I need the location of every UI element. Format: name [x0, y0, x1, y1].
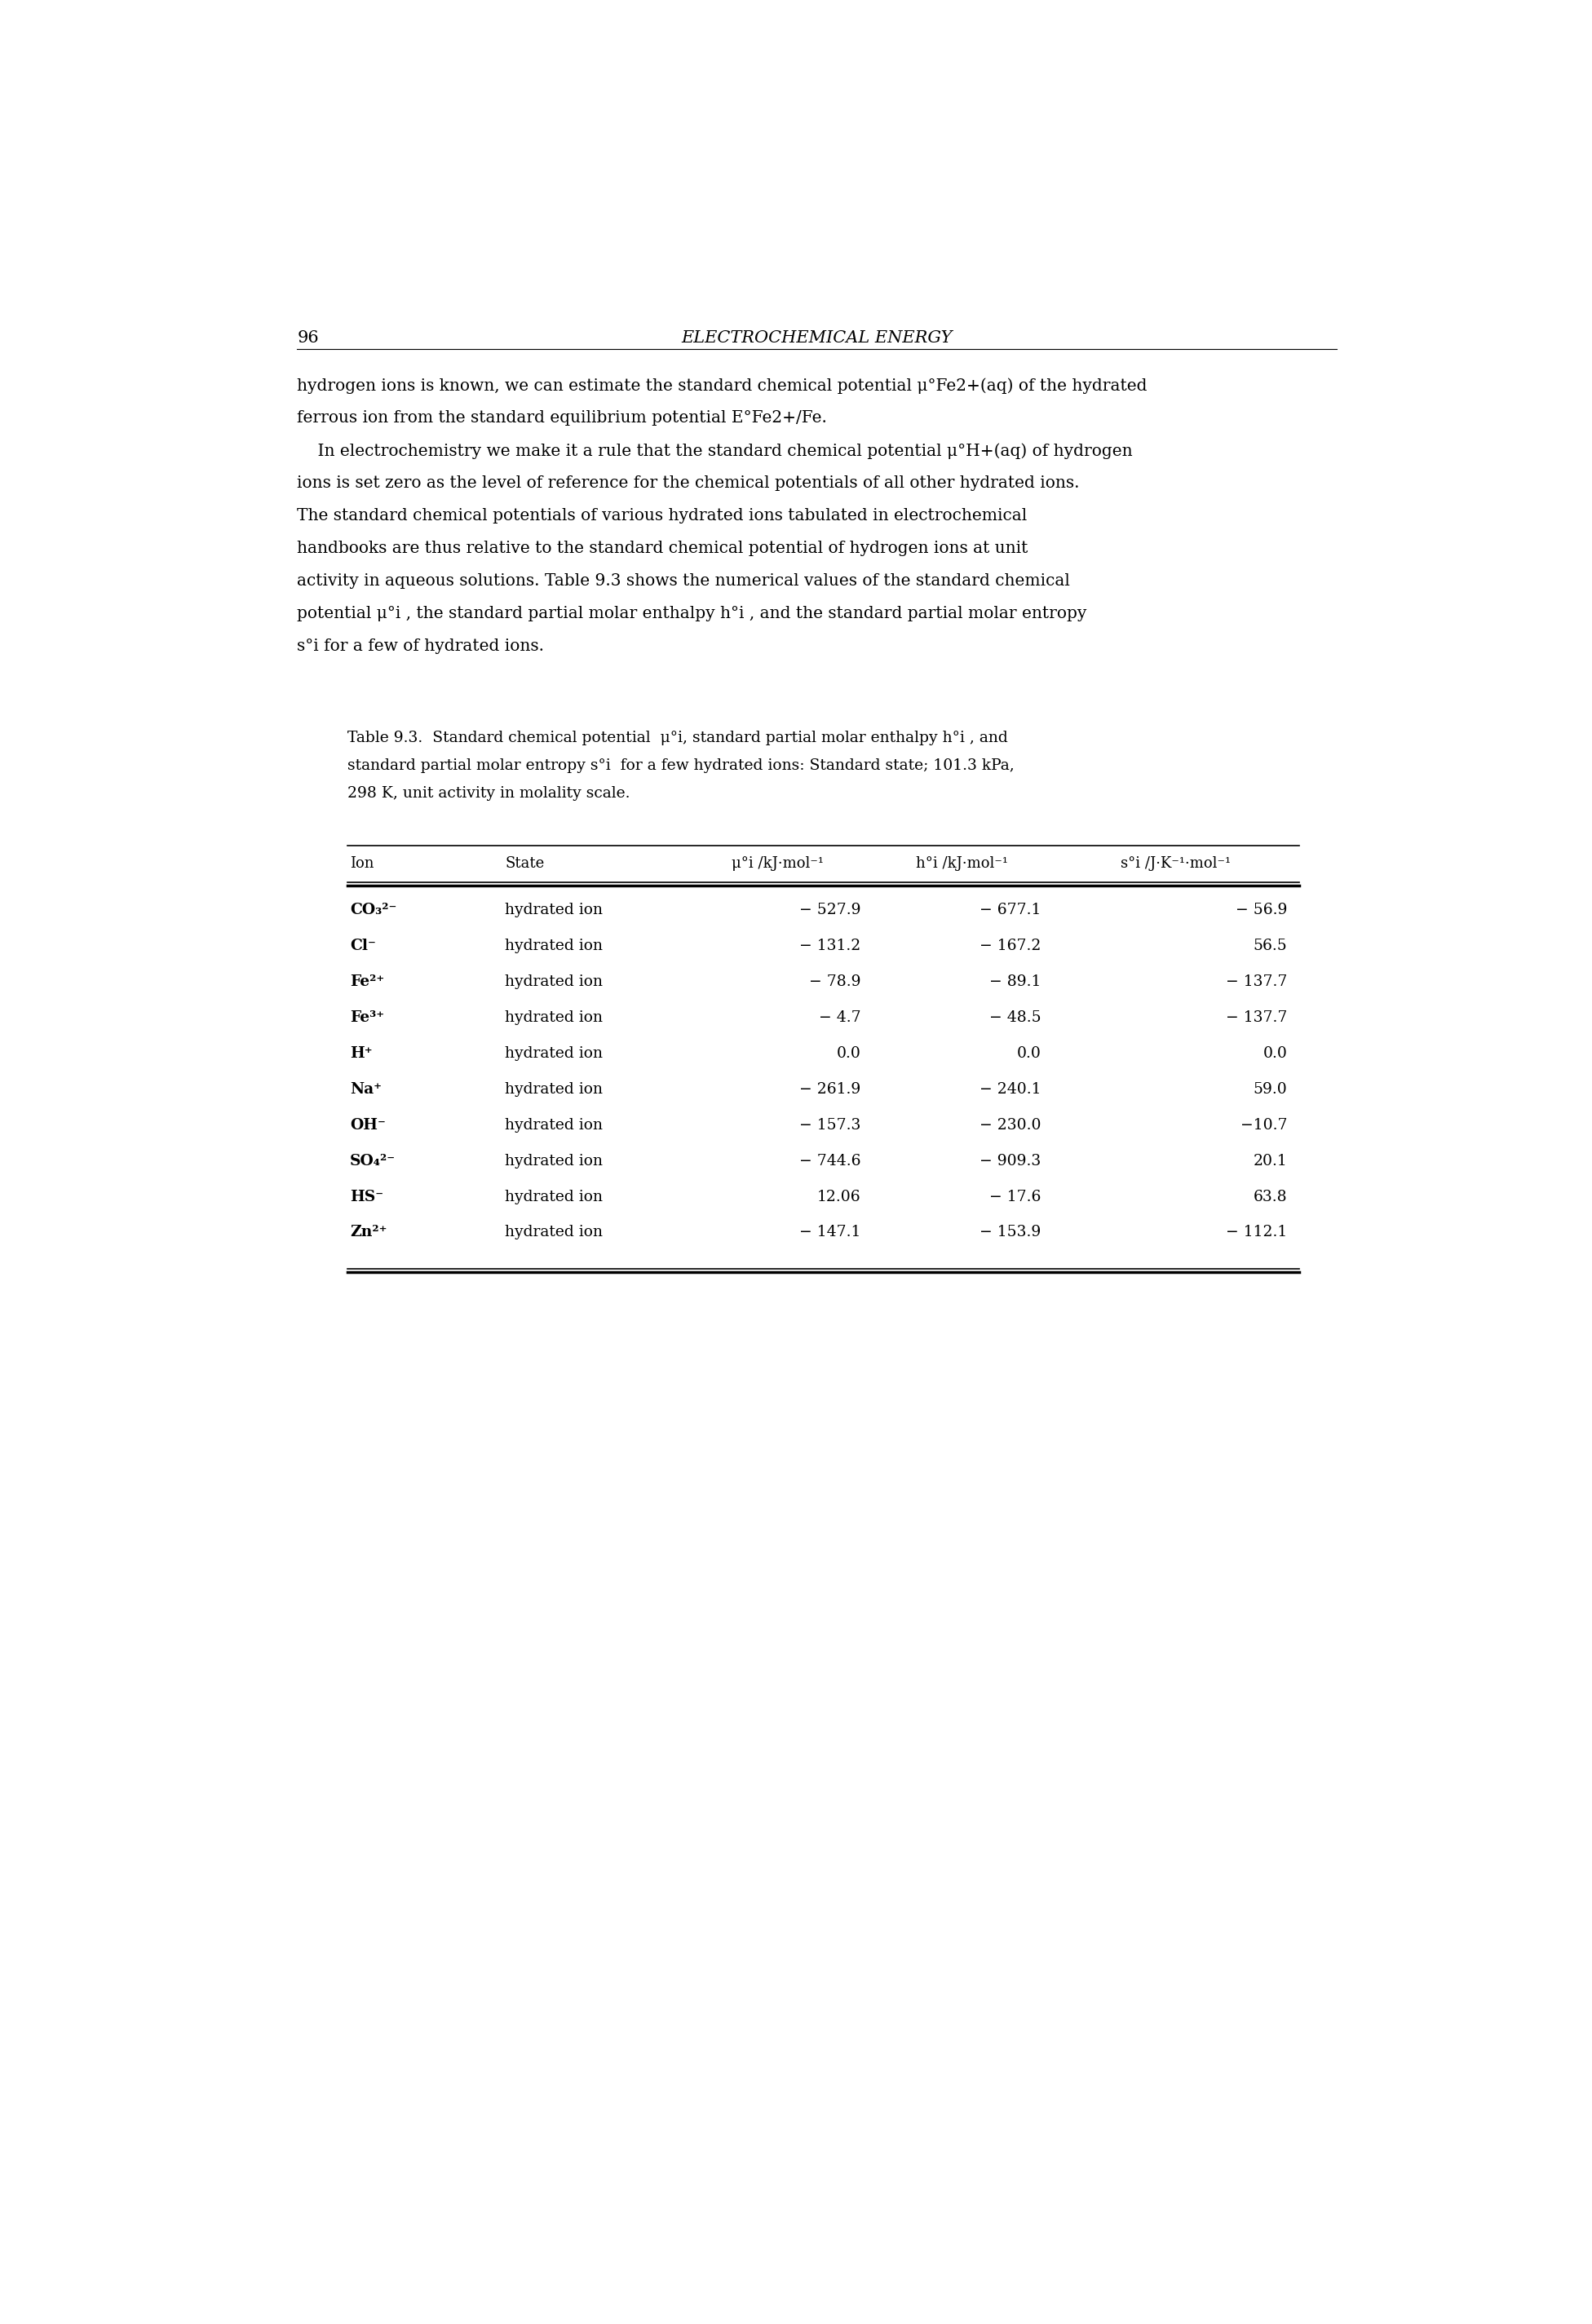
Text: − 112.1: − 112.1 [1226, 1225, 1288, 1239]
Text: hydrated ion: hydrated ion [505, 1190, 603, 1204]
Text: μ°i /kJ·mol⁻¹: μ°i /kJ·mol⁻¹ [731, 858, 823, 872]
Text: s°i for a few of hydrated ions.: s°i for a few of hydrated ions. [298, 639, 544, 653]
Text: h°i /kJ·mol⁻¹: h°i /kJ·mol⁻¹ [915, 858, 1008, 872]
Text: ELECTROCHEMICAL ENERGY: ELECTROCHEMICAL ENERGY [681, 330, 952, 346]
Text: Fe²⁺: Fe²⁺ [350, 974, 385, 990]
Text: − 137.7: − 137.7 [1226, 974, 1288, 990]
Text: − 153.9: − 153.9 [979, 1225, 1041, 1239]
Text: 96: 96 [298, 330, 318, 346]
Text: − 230.0: − 230.0 [979, 1118, 1041, 1132]
Text: 0.0: 0.0 [1017, 1046, 1041, 1060]
Text: Fe³⁺: Fe³⁺ [350, 1011, 384, 1025]
Text: − 56.9: − 56.9 [1235, 904, 1288, 918]
Text: OH⁻: OH⁻ [350, 1118, 385, 1132]
Text: 56.5: 56.5 [1253, 939, 1288, 953]
Text: − 240.1: − 240.1 [979, 1083, 1041, 1097]
Text: potential μ°i , the standard partial molar enthalpy h°i , and the standard parti: potential μ°i , the standard partial mol… [298, 607, 1087, 621]
Text: State: State [505, 858, 544, 872]
Text: − 261.9: − 261.9 [799, 1083, 861, 1097]
Text: −10.7: −10.7 [1240, 1118, 1288, 1132]
Text: − 137.7: − 137.7 [1226, 1011, 1288, 1025]
Text: hydrogen ions is known, we can estimate the standard chemical potential μ°Fe2+(a: hydrogen ions is known, we can estimate … [298, 376, 1148, 393]
Text: 12.06: 12.06 [817, 1190, 861, 1204]
Text: hydrated ion: hydrated ion [505, 904, 603, 918]
Text: Zn²⁺: Zn²⁺ [350, 1225, 387, 1239]
Text: − 89.1: − 89.1 [989, 974, 1041, 990]
Text: HS⁻: HS⁻ [350, 1190, 384, 1204]
Text: 63.8: 63.8 [1253, 1190, 1288, 1204]
Text: − 17.6: − 17.6 [989, 1190, 1041, 1204]
Text: hydrated ion: hydrated ion [505, 1011, 603, 1025]
Text: Ion: Ion [350, 858, 374, 872]
Text: ferrous ion from the standard equilibrium potential E°Fe2+/Fe.: ferrous ion from the standard equilibriu… [298, 409, 826, 425]
Text: s°i /J·K⁻¹·mol⁻¹: s°i /J·K⁻¹·mol⁻¹ [1121, 858, 1231, 872]
Text: − 744.6: − 744.6 [799, 1153, 861, 1169]
Text: 59.0: 59.0 [1253, 1083, 1288, 1097]
Text: 20.1: 20.1 [1253, 1153, 1288, 1169]
Text: H⁺: H⁺ [350, 1046, 373, 1060]
Text: hydrated ion: hydrated ion [505, 1083, 603, 1097]
Text: Table 9.3.  Standard chemical potential  μ°i, standard partial molar enthalpy h°: Table 9.3. Standard chemical potential μ… [347, 732, 1008, 746]
Text: ions is set zero as the level of reference for the chemical potentials of all ot: ions is set zero as the level of referen… [298, 476, 1079, 490]
Text: hydrated ion: hydrated ion [505, 939, 603, 953]
Text: Na⁺: Na⁺ [350, 1083, 382, 1097]
Text: hydrated ion: hydrated ion [505, 1225, 603, 1239]
Text: 0.0: 0.0 [836, 1046, 861, 1060]
Text: 298 K, unit activity in molality scale.: 298 K, unit activity in molality scale. [347, 786, 630, 802]
Text: handbooks are thus relative to the standard chemical potential of hydrogen ions : handbooks are thus relative to the stand… [298, 541, 1028, 555]
Text: hydrated ion: hydrated ion [505, 1118, 603, 1132]
Text: standard partial molar entropy s°i  for a few hydrated ions: Standard state; 101: standard partial molar entropy s°i for a… [347, 758, 1014, 774]
Text: hydrated ion: hydrated ion [505, 974, 603, 990]
Text: − 4.7: − 4.7 [818, 1011, 861, 1025]
Text: 0.0: 0.0 [1262, 1046, 1288, 1060]
Text: − 167.2: − 167.2 [979, 939, 1041, 953]
Text: CO₃²⁻: CO₃²⁻ [350, 904, 396, 918]
Text: hydrated ion: hydrated ion [505, 1153, 603, 1169]
Text: Cl⁻: Cl⁻ [350, 939, 376, 953]
Text: hydrated ion: hydrated ion [505, 1046, 603, 1060]
Text: − 527.9: − 527.9 [799, 904, 861, 918]
Text: − 147.1: − 147.1 [799, 1225, 861, 1239]
Text: In electrochemistry we make it a rule that the standard chemical potential μ°H+(: In electrochemistry we make it a rule th… [298, 444, 1132, 458]
Text: − 78.9: − 78.9 [809, 974, 861, 990]
Text: − 157.3: − 157.3 [799, 1118, 861, 1132]
Text: activity in aqueous solutions. Table 9.3 shows the numerical values of the stand: activity in aqueous solutions. Table 9.3… [298, 574, 1070, 588]
Text: The standard chemical potentials of various hydrated ions tabulated in electroch: The standard chemical potentials of vari… [298, 509, 1027, 523]
Text: − 909.3: − 909.3 [979, 1153, 1041, 1169]
Text: − 48.5: − 48.5 [989, 1011, 1041, 1025]
Text: − 131.2: − 131.2 [799, 939, 861, 953]
Text: − 677.1: − 677.1 [979, 904, 1041, 918]
Text: SO₄²⁻: SO₄²⁻ [350, 1153, 396, 1169]
